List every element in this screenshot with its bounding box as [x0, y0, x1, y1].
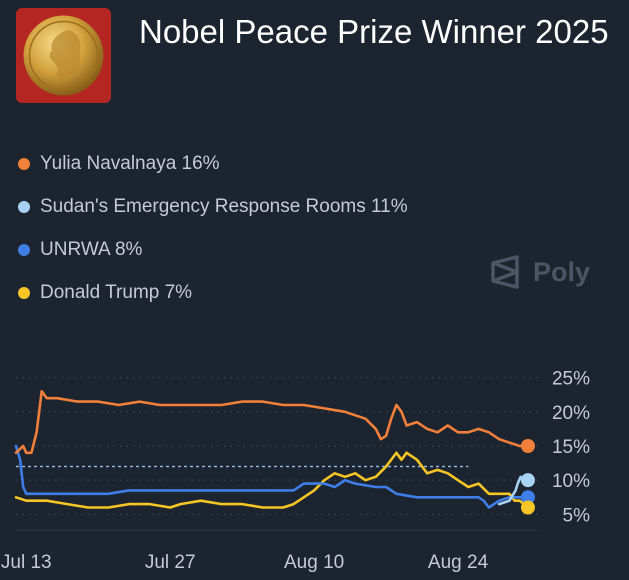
y-tick-label: 10%	[552, 471, 590, 492]
legend-dot	[18, 157, 30, 170]
y-tick-label: 5%	[563, 505, 591, 526]
legend-label: Donald Trump 7%	[40, 281, 193, 303]
series-endpoint-donald-trump[interactable]	[520, 500, 535, 515]
legend-item-trump[interactable]: Donald Trump 7%	[16, 271, 408, 314]
chart-series	[14, 390, 535, 515]
x-tick-label: Jul 13	[1, 552, 52, 573]
polymarket-logo-icon	[491, 255, 519, 289]
chart-grid	[16, 377, 538, 531]
series-endpoint-sudan-s-emergency-response-rooms[interactable]	[520, 473, 535, 488]
y-tick-label: 20%	[552, 403, 590, 424]
page-title: Nobel Peace Prize Winner 2025	[139, 13, 609, 50]
legend-item-navalnaya[interactable]: Yulia Navalnaya 16%	[16, 142, 408, 185]
y-axis-ticks: 25% 20% 15% 10% 5%	[552, 369, 590, 527]
series-line-unrwa	[14, 444, 530, 509]
polymarket-brand: Poly	[489, 252, 590, 292]
nobel-medal-icon	[16, 8, 111, 103]
x-tick-label: Aug 24	[428, 552, 489, 573]
series-line-donald-trump	[14, 451, 530, 509]
y-tick-label: 25%	[552, 369, 590, 390]
legend-item-unrwa[interactable]: UNRWA 8%	[16, 228, 408, 271]
legend-item-sudan-err[interactable]: Sudan's Emergency Response Rooms 11%	[16, 185, 408, 228]
series-endpoint-yulia-navalnaya[interactable]	[520, 439, 535, 453]
legend-dot	[18, 243, 30, 256]
line-chart: Jul 13 Jul 27 Aug 10 Aug 24 25% 20% 15% 10% 5%	[1, 369, 590, 573]
chart-legend: Yulia Navalnaya 16% Sudan's Emergency Re…	[16, 142, 408, 314]
legend-dot	[18, 200, 30, 213]
x-tick-label: Aug 10	[284, 552, 344, 573]
legend-label: Yulia Navalnaya 16%	[40, 152, 220, 174]
legend-dot	[18, 286, 30, 299]
brand-text: Poly	[533, 256, 591, 287]
legend-label: Sudan's Emergency Response Rooms 11%	[40, 195, 408, 217]
series-endpoint-unrwa[interactable]	[520, 490, 535, 505]
x-axis-ticks: Jul 13 Jul 27 Aug 10 Aug 24	[1, 552, 489, 573]
legend-label: UNRWA 8%	[40, 238, 143, 260]
x-tick-label: Jul 27	[145, 552, 196, 573]
series-line-yulia-navalnaya	[14, 390, 530, 455]
y-tick-label: 15%	[552, 437, 590, 458]
